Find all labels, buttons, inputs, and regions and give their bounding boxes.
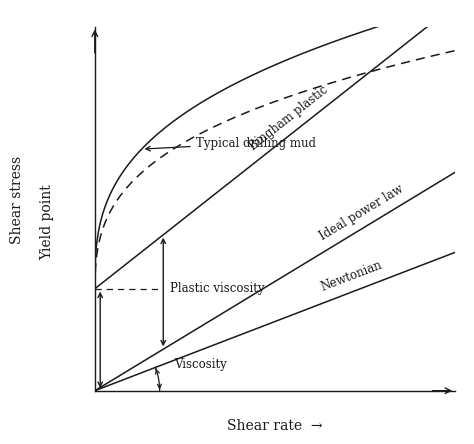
Text: Shear stress: Shear stress <box>9 156 24 244</box>
Text: Yield point: Yield point <box>40 184 55 260</box>
Text: Bingham plastic: Bingham plastic <box>247 83 331 153</box>
Text: Plastic viscosity: Plastic viscosity <box>171 282 265 295</box>
Text: Shear rate  →: Shear rate → <box>227 419 323 433</box>
Text: Typical drilling mud: Typical drilling mud <box>146 137 316 151</box>
Text: Viscosity: Viscosity <box>174 358 227 371</box>
Text: Newtonian: Newtonian <box>319 258 384 293</box>
Text: Ideal power law: Ideal power law <box>318 182 406 242</box>
